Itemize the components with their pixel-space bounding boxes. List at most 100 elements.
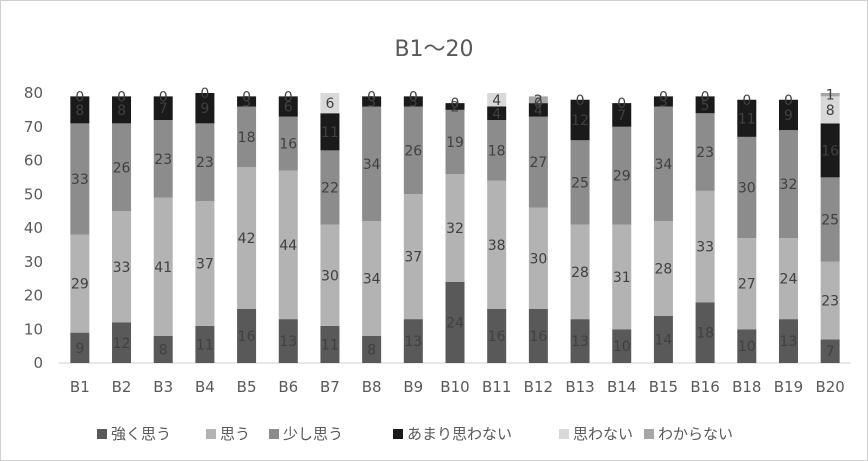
data-label: 11 — [321, 125, 339, 141]
x-tick-label: B3 — [153, 378, 173, 396]
data-label: 23 — [696, 145, 714, 161]
data-label: 18 — [488, 143, 506, 159]
x-axis: B1 B2 B3 B4 B5 B6 B7 B8 B9 B10 B11 B12 B13 B14 B15 B16 B… — [70, 378, 845, 396]
data-label: 23 — [154, 152, 172, 168]
data-label: 18 — [238, 130, 256, 146]
data-label: 11 — [738, 111, 756, 127]
data-label: 11 — [321, 337, 339, 353]
data-label: 30 — [738, 181, 756, 197]
y-tick-label: 80 — [24, 84, 43, 102]
data-label: 0 — [159, 89, 168, 105]
legend-label: わからない — [658, 425, 733, 443]
data-label: 12 — [113, 336, 131, 352]
y-tick-label: 40 — [24, 219, 43, 237]
y-tick-label: 60 — [24, 152, 43, 170]
data-label: 32 — [780, 177, 798, 193]
legend-swatch — [269, 429, 279, 439]
x-tick-label: B11 — [482, 378, 511, 396]
x-tick-label: B18 — [732, 378, 761, 396]
legend-swatch — [97, 429, 107, 439]
data-label: 12 — [571, 113, 589, 129]
data-label: 8 — [159, 343, 168, 359]
legend-label: 少し思う — [283, 425, 343, 443]
legend-label: 思わない — [573, 425, 633, 443]
data-label: 26 — [404, 143, 422, 159]
data-label: 0 — [784, 93, 793, 109]
data-label: 33 — [696, 240, 714, 256]
x-tick-label: B13 — [565, 378, 594, 396]
y-tick-label: 30 — [24, 253, 43, 271]
data-label: 25 — [821, 213, 839, 229]
y-tick-label: 50 — [24, 185, 43, 203]
data-label: 24 — [446, 316, 464, 332]
data-label: 0 — [117, 89, 126, 105]
y-tick-label: 20 — [24, 287, 43, 305]
x-tick-label: B7 — [320, 378, 340, 396]
data-label: 0 — [75, 89, 84, 105]
data-label: 22 — [321, 181, 339, 197]
x-tick-label: B9 — [403, 378, 423, 396]
data-label: 44 — [279, 238, 297, 254]
x-tick-label: B12 — [524, 378, 553, 396]
legend-swatch — [393, 429, 403, 439]
data-label: 9 — [784, 108, 793, 124]
data-label: 23 — [196, 155, 214, 171]
chart-title: B1～20 — [394, 37, 473, 62]
data-label: 0 — [659, 89, 668, 105]
data-label: 13 — [571, 334, 589, 350]
data-label: 41 — [154, 260, 172, 276]
data-label: 32 — [446, 221, 464, 237]
legend-label: 思う — [220, 425, 250, 443]
data-label: 19 — [446, 135, 464, 151]
data-label: 29 — [71, 277, 89, 293]
data-label: 1 — [826, 88, 835, 104]
data-label: 27 — [738, 277, 756, 293]
legend-swatch — [206, 429, 216, 439]
data-label: 8 — [367, 343, 376, 359]
data-label: 14 — [655, 332, 673, 348]
data-label: 13 — [780, 334, 798, 350]
data-label: 37 — [196, 256, 214, 272]
data-label: 0 — [200, 86, 209, 102]
data-label: 0 — [242, 89, 251, 105]
data-label: 42 — [238, 231, 256, 247]
data-label: 0 — [451, 96, 460, 112]
data-label: 9 — [200, 101, 209, 117]
x-tick-label: B19 — [774, 378, 803, 396]
x-tick-label: B15 — [649, 378, 678, 396]
data-label: 0 — [284, 89, 293, 105]
data-label: 8 — [826, 103, 835, 119]
data-label: 31 — [613, 270, 631, 286]
data-label: 6 — [325, 96, 334, 112]
y-tick-label: 10 — [24, 320, 43, 338]
x-tick-label: B20 — [815, 378, 844, 396]
x-tick-label: B5 — [237, 378, 257, 396]
data-label: 16 — [238, 329, 256, 345]
data-label: 33 — [71, 172, 89, 188]
data-label: 16 — [529, 329, 547, 345]
data-label: 0 — [742, 93, 751, 109]
data-label: 18 — [696, 326, 714, 342]
x-tick-label: B16 — [690, 378, 719, 396]
data-label: 10 — [613, 339, 631, 355]
x-tick-label: B4 — [195, 378, 215, 396]
data-label: 23 — [821, 294, 839, 310]
data-label: 2 — [534, 93, 543, 109]
data-label: 16 — [279, 137, 297, 153]
legend-label: あまり思わない — [407, 425, 512, 443]
data-label: 0 — [409, 89, 418, 105]
data-label: 37 — [404, 250, 422, 266]
data-label: 28 — [571, 265, 589, 281]
legend-label: 強く思う — [111, 425, 171, 443]
data-label: 27 — [529, 155, 547, 171]
data-label: 28 — [655, 262, 673, 278]
data-label: 16 — [821, 143, 839, 159]
data-label: 11 — [196, 337, 214, 353]
data-label: 16 — [488, 329, 506, 345]
x-tick-label: B14 — [607, 378, 636, 396]
x-tick-label: B10 — [440, 378, 469, 396]
data-label: 30 — [321, 268, 339, 284]
